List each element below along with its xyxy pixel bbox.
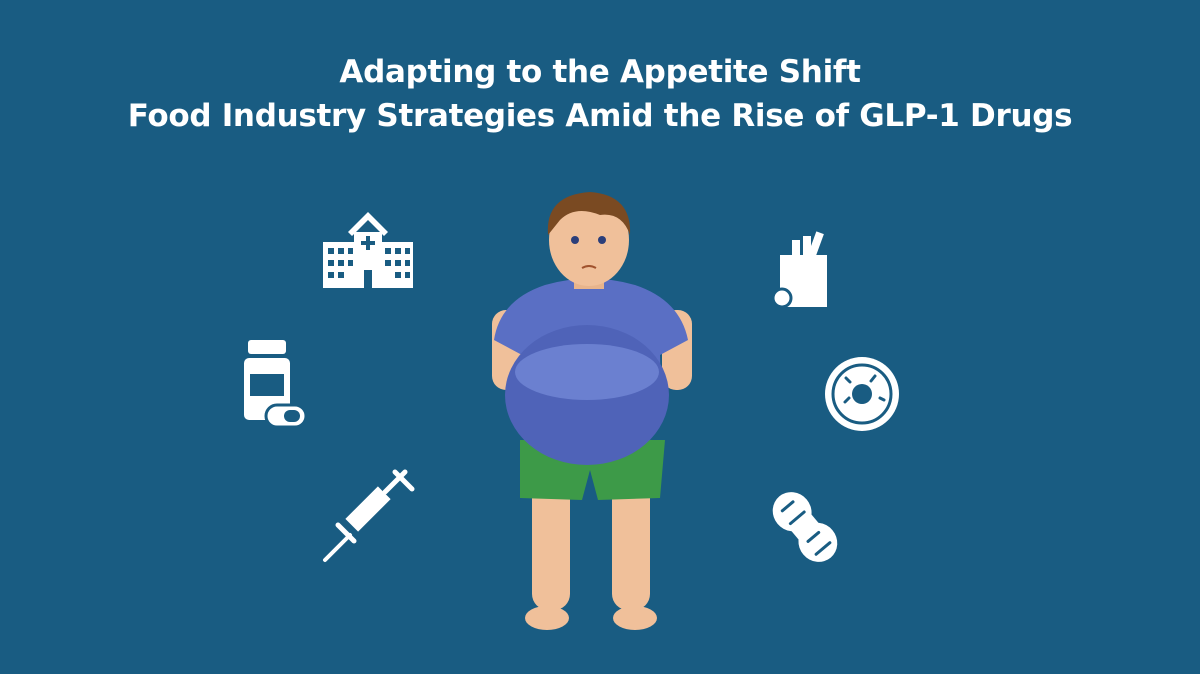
syringe-icon (323, 469, 415, 562)
title-line: Food Industry Strategies Amid the Rise o… (127, 98, 1073, 134)
title-line: Adapting to the Appetite Shift (339, 54, 861, 90)
hospital-icon (323, 212, 413, 288)
donut-icon (825, 357, 899, 431)
pill-bottle-icon (244, 340, 308, 429)
peanut-icon (772, 492, 838, 562)
grocery-icon (771, 231, 827, 309)
person (492, 192, 692, 630)
